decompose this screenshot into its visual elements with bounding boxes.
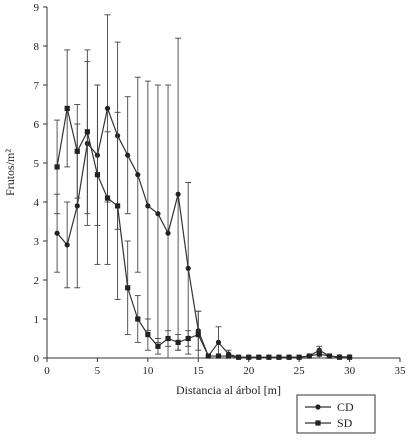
legend-label-CD: CD xyxy=(337,400,354,414)
data-point-CD xyxy=(155,211,161,217)
legend-label-SD: SD xyxy=(337,416,353,430)
x-tick-label: 30 xyxy=(344,365,356,377)
series-layer xyxy=(54,14,353,360)
data-point-CD xyxy=(64,242,70,248)
y-tick-label: 5 xyxy=(34,158,40,170)
x-tick-label: 25 xyxy=(294,365,306,377)
data-point-CD xyxy=(135,172,141,178)
data-point-SD xyxy=(165,335,171,342)
data-point-SD xyxy=(286,354,292,360)
data-point-SD xyxy=(326,353,332,359)
data-point-CD xyxy=(175,191,181,197)
x-tick-label: 5 xyxy=(95,365,101,377)
data-point-SD xyxy=(236,354,242,360)
data-point-CD xyxy=(185,265,191,271)
series-SD xyxy=(54,49,353,360)
data-point-SD xyxy=(185,335,191,342)
data-point-SD xyxy=(84,129,90,135)
y-tick-label: 8 xyxy=(34,41,40,53)
data-point-SD xyxy=(155,343,161,349)
y-tick-label: 0 xyxy=(34,353,40,365)
x-tick-label: 10 xyxy=(142,365,154,377)
x-tick-label: 35 xyxy=(395,365,407,377)
data-point-CD xyxy=(54,230,60,236)
legend-marker-SD xyxy=(315,420,321,426)
x-tick-label: 20 xyxy=(243,365,255,377)
axes xyxy=(46,7,400,359)
series-line-SD xyxy=(56,108,350,358)
data-point-CD xyxy=(165,230,171,236)
data-point-SD xyxy=(256,354,262,360)
data-point-CD xyxy=(74,203,80,209)
legend-box xyxy=(296,394,376,434)
data-point-SD xyxy=(225,353,232,359)
data-point-SD xyxy=(346,354,353,360)
y-tick-label: 3 xyxy=(34,236,40,248)
data-point-SD xyxy=(145,332,151,338)
data-point-CD xyxy=(145,203,151,209)
data-point-SD xyxy=(246,354,252,360)
data-point-SD xyxy=(54,164,60,170)
data-point-SD xyxy=(205,353,211,359)
series-CD xyxy=(54,14,353,360)
data-point-SD xyxy=(115,203,121,209)
data-point-SD xyxy=(104,195,111,201)
data-point-SD xyxy=(135,316,141,322)
data-point-SD xyxy=(125,285,131,291)
y-axis-label: Frutos/m² xyxy=(3,149,17,196)
legend: CD SD xyxy=(296,394,376,434)
data-point-SD xyxy=(306,353,312,359)
data-point-SD xyxy=(276,354,282,360)
ticks: 0 5 10 15 20 25 30 35 0 1 2 3 4 5 6 7 8 9 xyxy=(34,2,407,377)
data-point-CD xyxy=(104,105,111,111)
y-tick-label: 7 xyxy=(34,80,40,92)
y-tick-label: 1 xyxy=(34,314,40,326)
data-point-CD xyxy=(215,339,222,345)
data-point-SD xyxy=(336,354,343,360)
x-tick-label: 0 xyxy=(44,365,50,377)
y-tick-label: 4 xyxy=(34,197,40,209)
data-point-SD xyxy=(74,148,80,154)
x-axis-label: Distancia al árbol [m] xyxy=(176,383,281,397)
data-point-SD xyxy=(266,354,272,360)
series-line-CD xyxy=(56,106,350,358)
y-tick-label: 2 xyxy=(34,275,40,287)
data-point-SD xyxy=(316,351,322,357)
legend-marker-CD xyxy=(315,404,321,410)
data-point-SD xyxy=(64,105,70,111)
data-point-SD xyxy=(215,353,222,359)
y-tick-label: 6 xyxy=(34,119,40,131)
data-point-SD xyxy=(175,339,181,345)
y-tick-label: 9 xyxy=(34,2,40,14)
data-point-SD xyxy=(94,172,101,178)
data-point-SD xyxy=(296,354,302,360)
data-point-CD xyxy=(125,152,131,158)
x-tick-label: 15 xyxy=(193,365,205,377)
data-point-SD xyxy=(195,332,201,338)
